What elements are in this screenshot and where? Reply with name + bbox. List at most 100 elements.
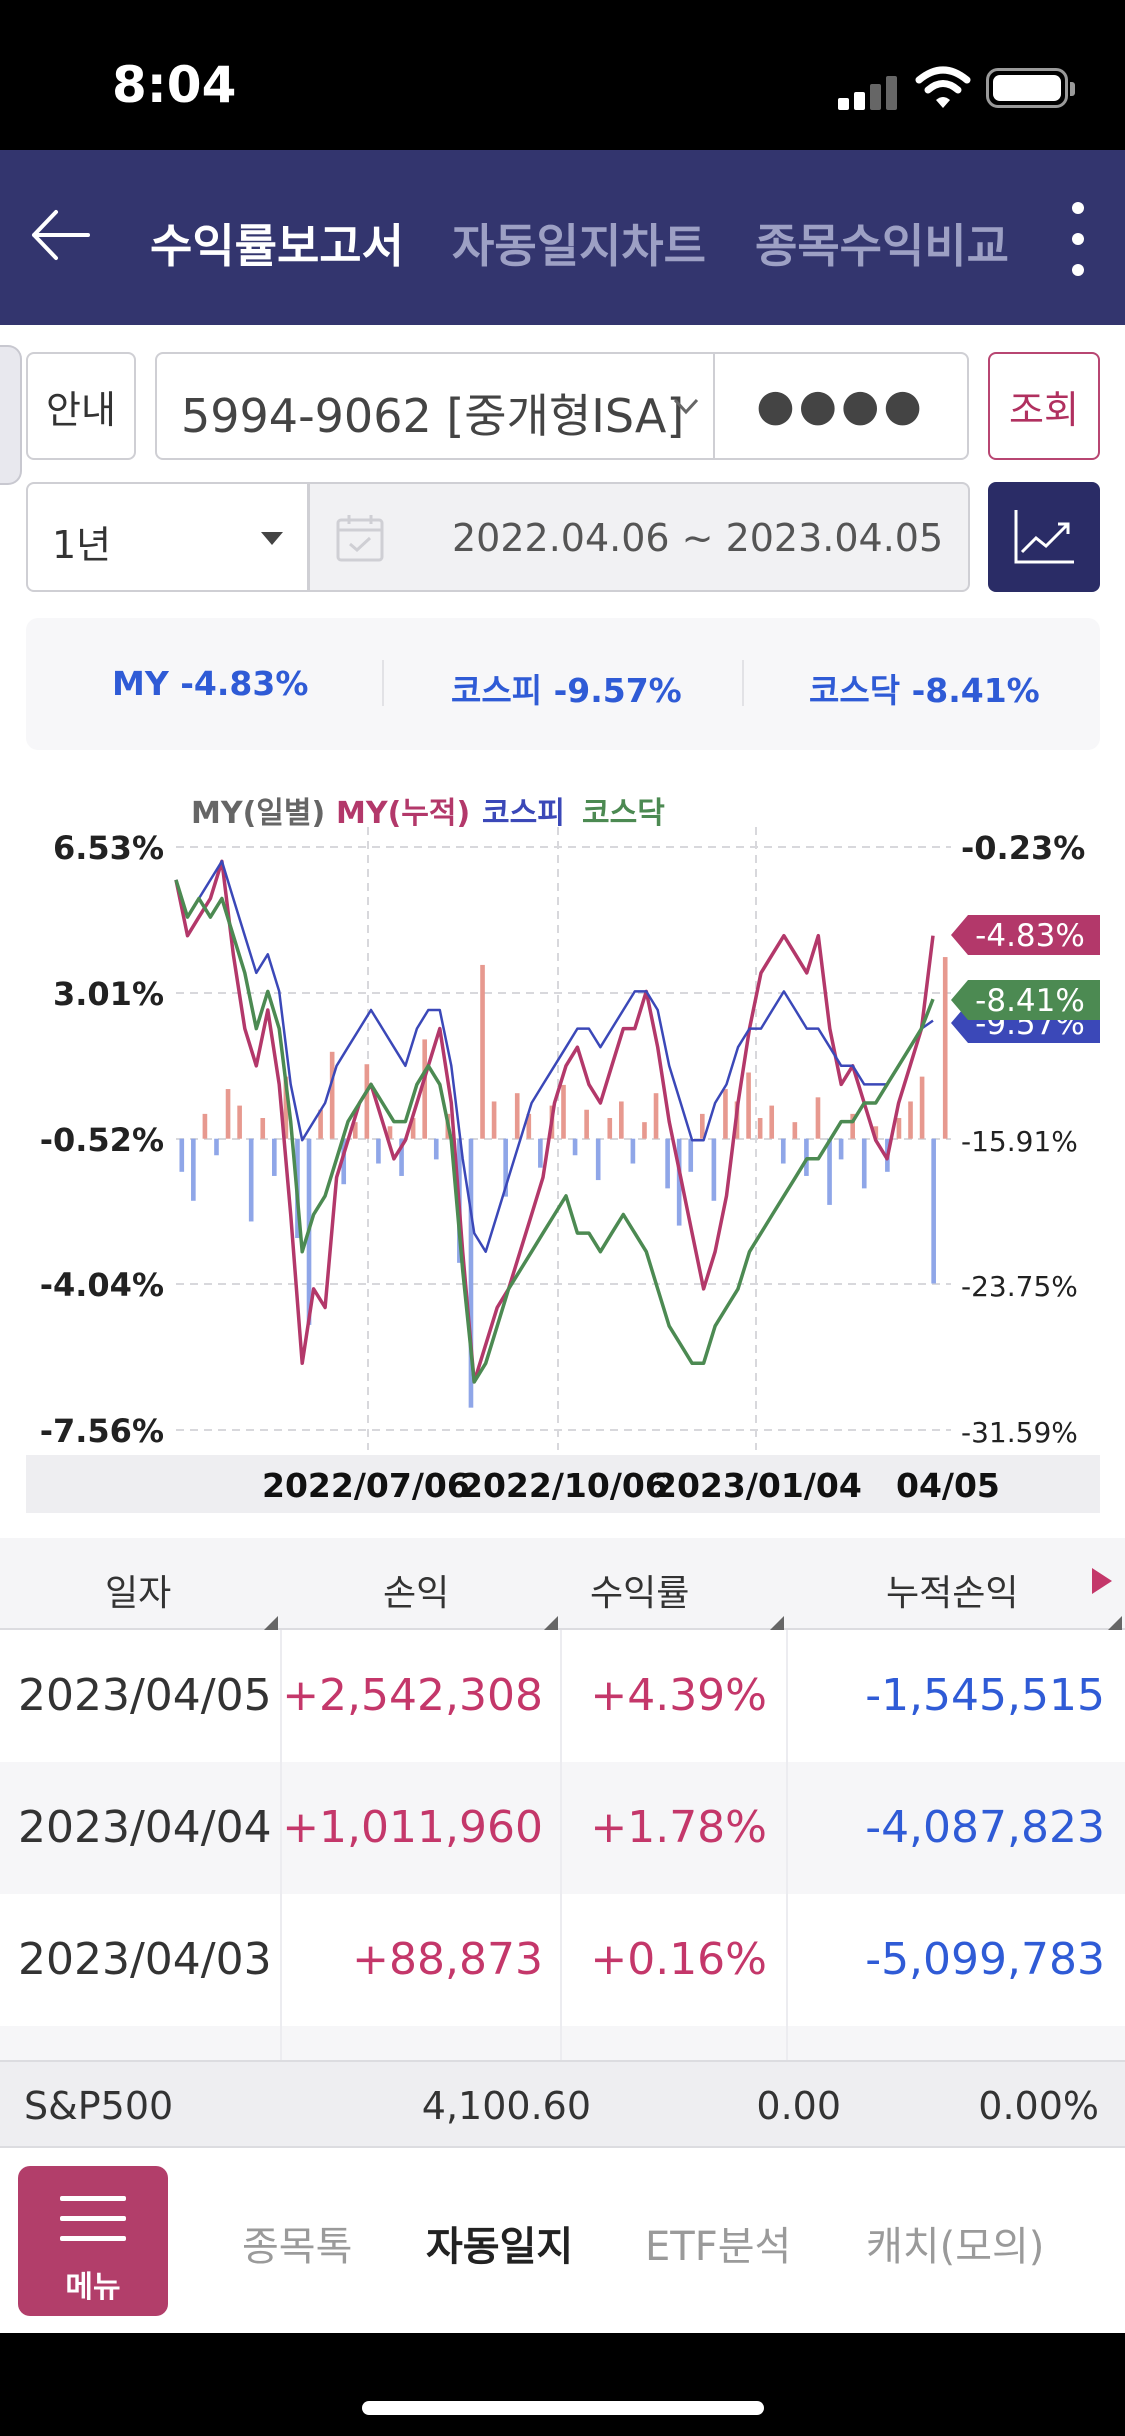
menu-button[interactable]: 메뉴: [18, 2166, 168, 2316]
daily-return-bar: [896, 1118, 902, 1139]
daily-return-bar: [850, 1113, 855, 1139]
account-select[interactable]: 5994-9062 [중개형ISA]: [155, 352, 715, 460]
daily-return-bar: [653, 1093, 659, 1139]
side-drawer-handle[interactable]: [0, 345, 22, 485]
daily-return-bar: [688, 1138, 694, 1172]
daily-return-bar: [179, 1138, 185, 1172]
my-return: MY -4.83%: [112, 664, 309, 703]
daily-return-bar: [376, 1138, 381, 1164]
daily-return-bar: [526, 1113, 532, 1139]
index-change: 0.00: [756, 2084, 841, 2128]
status-time: 8:04: [112, 56, 237, 114]
nav-etf-analysis[interactable]: ETF분석: [645, 2224, 792, 2270]
daily-return-bar: [214, 1138, 219, 1156]
daily-return-bar: [919, 1076, 925, 1139]
daily-return-bar: [873, 1126, 879, 1139]
back-arrow-icon[interactable]: [26, 200, 96, 270]
kosdaq-end-tag: [951, 980, 1100, 1020]
table-body: 2023/04/05 +2,542,308 +4.39% -1,545,515 …: [0, 1630, 1125, 2060]
daily-return-bar: [827, 1138, 832, 1205]
daily-return-bar: [283, 1076, 289, 1139]
chevron-down-icon: [673, 398, 699, 415]
daily-return-bar: [619, 1101, 624, 1139]
tab-return-report[interactable]: 수익률보고서: [150, 219, 404, 273]
date-range-field[interactable]: 2022.04.06 ~ 2023.04.05: [308, 482, 970, 592]
daily-return-bar: [908, 1101, 913, 1139]
nav-stock-talk[interactable]: 종목톡: [242, 2224, 353, 2270]
x-axis-band: [26, 1455, 1100, 1513]
daily-return-bar: [318, 1109, 323, 1139]
daily-return-bar: [341, 1138, 347, 1185]
series-line: [174, 860, 934, 1253]
left-axis-tick: -4.04%: [40, 1266, 164, 1304]
daily-return-bar: [942, 957, 948, 1139]
daily-return-bar: [607, 1118, 613, 1139]
left-axis-tick: 6.53%: [53, 829, 164, 867]
nav-auto-journal[interactable]: 자동일지: [426, 2224, 574, 2270]
daily-return-bar: [352, 1122, 358, 1139]
daily-return-bar: [792, 1122, 798, 1139]
daily-return-bar: [503, 1138, 508, 1197]
daily-return-bar: [676, 1138, 682, 1226]
calendar-icon: [336, 515, 384, 562]
daily-return-bar: [572, 1138, 578, 1156]
right-axis-tick: -15.91%: [961, 1125, 1078, 1158]
daily-return-bar: [665, 1138, 670, 1189]
app-header: 수익률보고서 자동일지차트 종목수익비교: [0, 150, 1125, 325]
tab-auto-journal-chart[interactable]: 자동일지차트: [452, 219, 706, 273]
home-indicator[interactable]: [362, 2401, 764, 2415]
daily-return-bar: [329, 1051, 335, 1139]
left-axis-tick: 3.01%: [53, 975, 164, 1013]
nav-catch-mock[interactable]: 캐치(모의): [866, 2224, 1045, 2270]
more-options-icon[interactable]: [1066, 194, 1090, 284]
col-header-rate[interactable]: 수익률: [590, 1573, 690, 1614]
col-header-date[interactable]: 일자: [105, 1573, 172, 1614]
query-button[interactable]: 조회: [988, 352, 1100, 460]
daily-return-bar: [387, 1126, 393, 1139]
dropdown-caret-icon: [261, 532, 283, 545]
col-header-cumulative[interactable]: 누적손익: [886, 1573, 1019, 1614]
daily-return-bar: [584, 1109, 589, 1139]
table-row[interactable]: 2023/04/03 +88,873 +0.16% -5,099,783: [18, 1934, 1105, 1985]
daily-return-bar: [642, 1122, 647, 1139]
period-select[interactable]: 1년: [26, 482, 309, 592]
x-axis-tick: 2022/07/06: [262, 1466, 470, 1505]
right-axis-tick: -31.59%: [961, 1416, 1078, 1449]
daily-return-bar: [237, 1105, 242, 1139]
daily-return-bar: [711, 1138, 717, 1201]
daily-return-bar: [630, 1138, 636, 1164]
daily-return-bar: [931, 1138, 936, 1284]
period-value: 1년: [52, 523, 112, 567]
daily-return-bar: [838, 1138, 844, 1160]
daily-return-bar: [202, 1113, 208, 1139]
x-axis-tick: 2022/10/06: [460, 1466, 668, 1505]
x-axis-tick: 04/05: [896, 1466, 1000, 1505]
password-field[interactable]: ●●●●: [713, 352, 969, 460]
col-header-pnl[interactable]: 손익: [383, 1573, 450, 1614]
table-row[interactable]: 2023/04/04 +1,011,960 +1.78% -4,087,823: [0, 1762, 1125, 1894]
left-axis-tick: -0.52%: [40, 1121, 164, 1159]
index-rate: 0.00%: [978, 2084, 1099, 2128]
info-button[interactable]: 안내: [26, 352, 136, 460]
return-chart[interactable]: 6.53% 3.01% -0.52% -4.04% -7.56% -0.23% -15.91…: [26, 775, 1100, 1513]
home-indicator-area: [0, 2333, 1125, 2436]
daily-return-bar: [769, 1105, 775, 1139]
right-axis-tick: -23.75%: [961, 1270, 1078, 1303]
index-ticker-bar[interactable]: S&P500 4,100.60 0.00 0.00%: [0, 2060, 1125, 2148]
chart-toggle-button[interactable]: [988, 482, 1100, 592]
daily-return-bar: [410, 1118, 416, 1139]
my-end-label: -4.83%: [975, 918, 1085, 954]
tab-stock-return-compare[interactable]: 종목수익비교: [755, 219, 1009, 273]
daily-return-bar: [399, 1138, 404, 1176]
series-line: [174, 859, 935, 1384]
table-row[interactable]: 2023/04/05 +2,542,308 +4.39% -1,545,515: [18, 1670, 1105, 1721]
x-axis-tick: 2023/01/04: [654, 1466, 862, 1505]
menu-label: 메뉴: [65, 2270, 121, 2305]
scroll-right-icon[interactable]: [1092, 1568, 1112, 1594]
my-end-tag: [951, 915, 1100, 955]
daily-return-bar: [746, 1072, 751, 1139]
daily-return-bar: [723, 1089, 728, 1139]
daily-return-bar: [191, 1138, 196, 1201]
daily-return-bar: [561, 1084, 566, 1139]
table-header: 일자 손익 수익률 누적손익: [0, 1538, 1125, 1630]
